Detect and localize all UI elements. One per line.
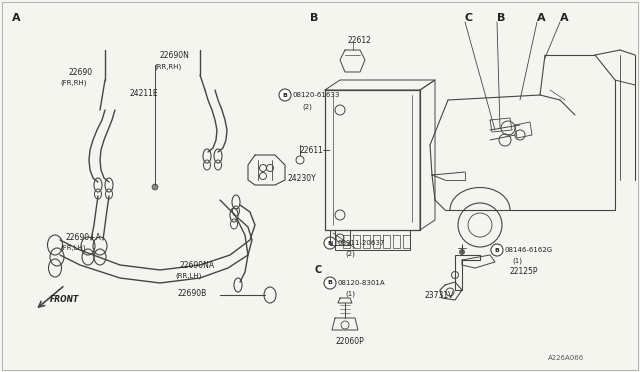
Text: (FR,LH): (FR,LH) <box>60 245 86 251</box>
Text: 22125P: 22125P <box>510 267 538 276</box>
Text: (RR,RH): (RR,RH) <box>154 64 181 70</box>
Text: 22690N: 22690N <box>160 51 190 60</box>
Text: 22060P: 22060P <box>336 337 365 346</box>
Text: A: A <box>537 13 546 23</box>
Text: 24211E: 24211E <box>130 89 159 97</box>
Text: A: A <box>560 13 568 23</box>
Text: (2): (2) <box>302 104 312 110</box>
Text: 08146-6162G: 08146-6162G <box>505 247 553 253</box>
Text: 22690+A: 22690+A <box>65 232 100 241</box>
Circle shape <box>152 184 158 190</box>
Text: B: B <box>283 93 287 97</box>
Text: (FR,RH): (FR,RH) <box>60 80 86 86</box>
Text: 08120-8301A: 08120-8301A <box>338 280 386 286</box>
Text: 22612: 22612 <box>348 35 372 45</box>
Text: N: N <box>327 241 333 246</box>
Text: 08120-61633: 08120-61633 <box>293 92 340 98</box>
Circle shape <box>460 250 465 254</box>
Text: A226A066: A226A066 <box>548 355 584 361</box>
Text: FRONT: FRONT <box>50 295 79 305</box>
Text: B: B <box>328 280 332 285</box>
Circle shape <box>324 277 336 289</box>
Text: 24230Y: 24230Y <box>288 173 317 183</box>
Text: 22611—: 22611— <box>300 145 332 154</box>
Text: (1): (1) <box>345 291 355 297</box>
Text: B: B <box>495 247 499 253</box>
Text: (1): (1) <box>512 258 522 264</box>
Text: 22690B: 22690B <box>178 289 207 298</box>
Circle shape <box>491 244 503 256</box>
Text: (RR,LH): (RR,LH) <box>175 273 202 279</box>
Text: C: C <box>465 13 473 23</box>
Text: B: B <box>497 13 506 23</box>
Text: 23731V: 23731V <box>425 291 454 299</box>
Text: 08911-20637: 08911-20637 <box>338 240 385 246</box>
Circle shape <box>324 237 336 249</box>
Text: 22690: 22690 <box>68 67 92 77</box>
Text: B: B <box>310 13 318 23</box>
Text: (2): (2) <box>345 251 355 257</box>
Text: A: A <box>12 13 20 23</box>
Circle shape <box>279 89 291 101</box>
Text: C: C <box>315 265 323 275</box>
Text: 22690NA: 22690NA <box>180 260 215 269</box>
